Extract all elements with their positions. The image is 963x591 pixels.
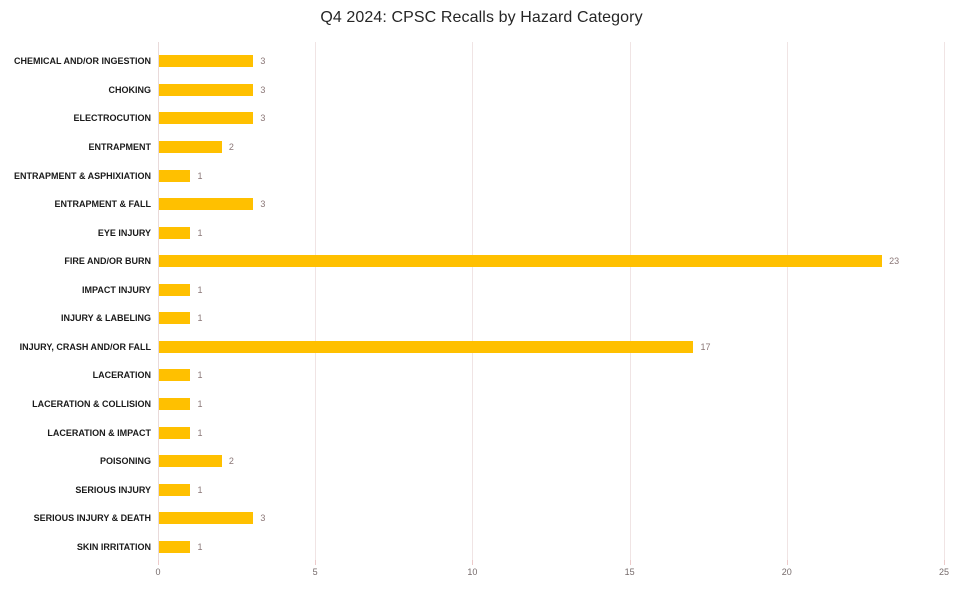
x-tick-label: 15 (624, 567, 635, 577)
bar (159, 140, 222, 153)
value-label: 17 (700, 341, 711, 352)
value-label: 1 (197, 313, 203, 324)
category-label: INJURY, CRASH AND/OR FALL (19, 341, 151, 352)
category-label: INJURY & LABELING (60, 313, 151, 324)
bar (159, 426, 191, 439)
category-label: POISONING (99, 456, 151, 467)
x-tick-label: 0 (155, 567, 161, 577)
axis-tick-mark (629, 560, 631, 565)
bar (159, 255, 883, 268)
bar (159, 312, 191, 325)
bar (159, 169, 191, 182)
x-tick-label: 5 (312, 567, 318, 577)
x-tick-label: 10 (467, 567, 478, 577)
category-label: LACERATION & COLLISION (32, 398, 151, 409)
gridline (629, 42, 631, 560)
value-label: 1 (197, 227, 203, 238)
category-label: ENTRAPMENT & ASPHIXIATION (13, 170, 151, 181)
gridline (315, 42, 317, 560)
category-label: IMPACT INJURY (81, 284, 151, 295)
axis-tick-mark (944, 560, 945, 565)
bar (159, 512, 254, 525)
value-label: 1 (197, 398, 203, 409)
category-label: SERIOUS INJURY & DEATH (33, 513, 151, 524)
axis-tick-mark (472, 560, 474, 565)
category-label: CHOKING (108, 84, 152, 95)
value-label: 1 (197, 484, 203, 495)
bar (159, 540, 191, 553)
value-label: 3 (260, 199, 266, 210)
bar (159, 483, 191, 496)
category-label: CHEMICAL AND/OR INGESTION (13, 56, 151, 67)
axis-tick-mark (786, 560, 788, 565)
category-label: LACERATION (92, 370, 151, 381)
value-label: 2 (228, 456, 234, 467)
value-label: 1 (197, 170, 203, 181)
category-label: EYE INJURY (97, 227, 151, 238)
value-label: 1 (197, 284, 203, 295)
gridline (786, 42, 788, 560)
value-label: 1 (197, 370, 203, 381)
bar (159, 83, 254, 96)
bar (159, 198, 254, 211)
value-label: 3 (260, 113, 266, 124)
axis-tick-mark (315, 560, 317, 565)
axis-tick-mark (158, 560, 159, 565)
chart-title: Q4 2024: CPSC Recalls by Hazard Category (320, 9, 643, 26)
bar (159, 455, 222, 468)
value-label: 3 (260, 56, 266, 67)
category-label: ENTRAPMENT (88, 141, 152, 152)
category-label: ELECTROCUTION (73, 113, 152, 124)
x-tick-label: 25 (938, 567, 949, 577)
bar (159, 397, 191, 410)
category-label: SKIN IRRITATION (76, 541, 151, 552)
value-label: 23 (889, 256, 900, 267)
value-label: 1 (197, 541, 203, 552)
bar (159, 369, 191, 382)
value-label: 2 (228, 141, 234, 152)
category-label: FIRE AND/OR BURN (64, 256, 151, 267)
value-label: 3 (260, 513, 266, 524)
bar (159, 226, 191, 239)
gridline (944, 42, 945, 560)
axis-line (158, 42, 159, 560)
x-tick-label: 20 (781, 567, 792, 577)
bar (159, 340, 694, 353)
bar (159, 112, 254, 125)
bar (159, 283, 191, 296)
gridline (472, 42, 474, 560)
value-label: 3 (260, 84, 266, 95)
bar (159, 55, 254, 68)
category-label: SERIOUS INJURY (75, 484, 151, 495)
category-label: ENTRAPMENT & FALL (54, 199, 152, 210)
category-label: LACERATION & IMPACT (47, 427, 151, 438)
value-label: 1 (197, 427, 203, 438)
